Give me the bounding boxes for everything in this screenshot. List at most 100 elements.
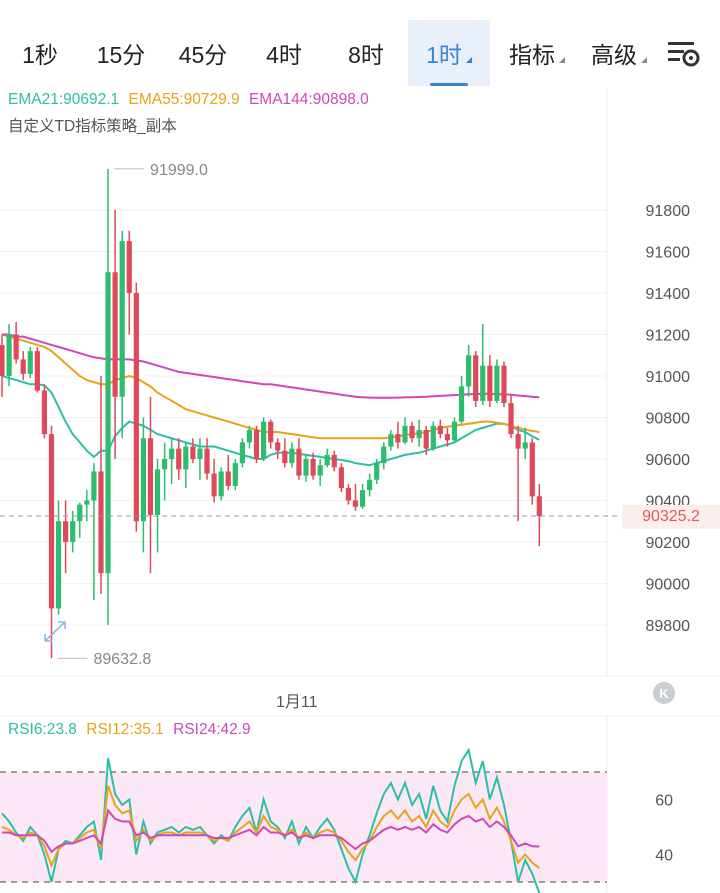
candle-body: [437, 425, 443, 435]
candle-body: [91, 471, 97, 501]
candle-body: [218, 471, 224, 497]
candle-body: [289, 448, 295, 464]
candle-body: [239, 442, 245, 464]
candle-body: [317, 465, 323, 476]
candle-body: [169, 448, 175, 459]
candle-body: [162, 459, 168, 470]
candle-body: [154, 469, 161, 516]
tab-label: 4时: [266, 42, 302, 68]
ema55-value: EMA55:90729.9: [128, 91, 240, 108]
candle-body: [133, 293, 139, 522]
candle-body: [204, 448, 210, 474]
candle-body: [63, 521, 69, 542]
candle-body: [359, 490, 366, 507]
candle-body: [20, 359, 26, 374]
expand-chart-icon: [44, 621, 66, 642]
chart-settings-icon[interactable]: [664, 36, 704, 72]
candle-body: [105, 272, 111, 574]
indicator-label: 自定义TD指标策略_副本: [8, 118, 177, 135]
tab-4h[interactable]: 4时: [250, 20, 318, 86]
tab-8h[interactable]: 8时: [332, 20, 400, 86]
tab-indicators[interactable]: 指标: [500, 20, 574, 86]
tab-15m[interactable]: 15分: [84, 20, 158, 86]
price-axis-label: 90800: [646, 411, 691, 428]
candle-body: [260, 421, 267, 459]
tab-label: 1时: [426, 42, 462, 68]
candle-body: [77, 504, 83, 522]
candle-body: [352, 500, 359, 507]
tab-label: 指标: [509, 42, 555, 68]
dropdown-indicator-icon: [465, 57, 472, 63]
candle-body: [282, 450, 288, 464]
candle-body: [0, 344, 5, 376]
price-axis-label: 90000: [646, 577, 691, 594]
candle-body: [522, 442, 528, 449]
ema-line-ema21: [1, 375, 540, 467]
candle-body: [402, 425, 408, 443]
rsi24-value: RSI24:42.9: [173, 721, 251, 738]
tab-1h[interactable]: 1时: [408, 20, 490, 86]
candle-body: [338, 467, 344, 489]
candle-body: [246, 429, 253, 443]
price-axis-label: 91200: [646, 328, 691, 345]
tab-1s[interactable]: 1秒: [6, 20, 74, 86]
dropdown-indicator-icon: [641, 57, 647, 63]
rsi-line-rsi12: [1, 785, 540, 869]
candle-body: [98, 471, 104, 574]
tab-label: 1秒: [22, 42, 58, 68]
candle-body: [84, 500, 90, 505]
candle-body: [6, 334, 12, 376]
candle-body: [13, 334, 19, 360]
price-axis-label: 91400: [646, 286, 691, 303]
candle-body: [41, 390, 48, 435]
candle-body: [55, 521, 62, 609]
candle-body: [529, 442, 535, 497]
candle-body: [253, 429, 260, 459]
candle-body: [473, 355, 479, 401]
candle-body: [480, 365, 486, 401]
ema-legend: EMA21:90692.1 EMA55:90729.9 EMA144:90898…: [8, 91, 374, 109]
timeframe-tabs: 1秒 15分 45分 4时 8时 1时 指标 高级: [0, 0, 720, 88]
candle-body: [487, 365, 493, 401]
tab-label: 45分: [178, 42, 228, 68]
low-price-label: 89632.8: [93, 651, 151, 668]
rsi-axis-label: 40: [655, 848, 673, 865]
candle-body: [119, 241, 125, 397]
price-axis-label: 91800: [646, 203, 691, 220]
candle-body: [430, 425, 436, 449]
candle-body: [345, 488, 352, 501]
tab-45m[interactable]: 45分: [166, 20, 240, 86]
candle-body: [416, 429, 422, 439]
candle-body: [515, 434, 521, 449]
candle-body: [458, 386, 465, 422]
candle-body: [444, 434, 451, 441]
tab-label: 8时: [348, 42, 384, 68]
candle-body: [374, 463, 380, 480]
candle-body: [508, 402, 514, 435]
candle-body: [211, 473, 217, 497]
rsi12-value: RSI12:35.1: [86, 721, 164, 738]
ema21-value: EMA21:90692.1: [8, 91, 120, 108]
candle-body: [296, 448, 302, 476]
candle-body: [126, 241, 132, 293]
price-axis-label: 90600: [646, 452, 691, 469]
rsi-axis-label: 60: [655, 793, 673, 810]
candle-body: [275, 442, 281, 451]
candle-body: [501, 365, 507, 403]
rsi6-value: RSI6:23.8: [8, 721, 77, 738]
ema144-value: EMA144:90898.0: [248, 91, 369, 108]
tab-label: 15分: [96, 42, 146, 68]
scroll-to-latest-icon[interactable]: K: [653, 682, 675, 704]
candle-body: [197, 448, 203, 459]
candle-body: [232, 463, 238, 486]
candle-body: [310, 459, 316, 476]
candle-body: [34, 351, 40, 391]
candle-body: [536, 496, 542, 517]
price-axis-label: 91000: [646, 369, 691, 386]
candle-body: [423, 429, 429, 449]
rsi-legend: RSI6:23.8 RSI12:35.1 RSI24:42.9: [8, 721, 256, 739]
tab-advanced[interactable]: 高级: [582, 20, 656, 86]
candle-body: [70, 521, 76, 542]
candle-body: [140, 438, 146, 522]
